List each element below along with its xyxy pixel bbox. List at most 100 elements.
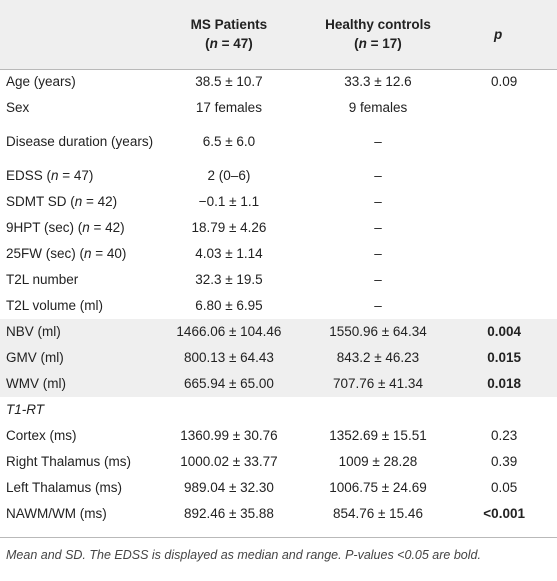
row-hc-value: – [374, 272, 382, 287]
row-p-value: 0.018 [451, 371, 557, 397]
table-row: GMV (ml) 800.13 ± 64.43 843.2 ± 46.23 0.… [0, 345, 557, 371]
row-ms-value: 1360.99 ± 30.76 [180, 428, 278, 443]
row-hc-value: 707.76 ± 41.34 [304, 371, 452, 397]
table-row: T2L volume (ml) 6.80 ± 6.95 – [0, 293, 557, 319]
results-table: MS Patients (n = 47) Healthy controls (n… [0, 0, 557, 527]
row-hc-value: – [374, 134, 382, 149]
row-hc-value: 1006.75 ± 24.69 [329, 480, 427, 495]
row-label: NBV (ml) [0, 319, 154, 345]
header-hc-title: Healthy controls [325, 17, 431, 33]
row-p-value [451, 215, 557, 241]
header-hc-n: n [358, 36, 367, 52]
table-row: EDSS (n = 47) 2 (0–6) – [0, 163, 557, 189]
row-hc-value: – [374, 298, 382, 313]
row-p-value: 0.015 [451, 345, 557, 371]
row-label: Left Thalamus (ms) [6, 480, 123, 495]
table-row: 9HPT (sec) (n = 42) 18.79 ± 4.26 – [0, 215, 557, 241]
row-ms-value: 989.04 ± 32.30 [183, 480, 274, 495]
header-ms-patients: MS Patients (n = 47) [153, 0, 304, 69]
row-ms-value: 38.5 ± 10.7 [195, 74, 263, 90]
row-hc-value: – [374, 194, 382, 209]
header-row: MS Patients (n = 47) Healthy controls (n… [0, 0, 557, 69]
row-label: EDSS (n = 47) [0, 163, 153, 189]
row-hc-value: – [374, 168, 382, 183]
row-p-value: 0.05 [491, 480, 518, 495]
row-label: T2L volume (ml) [6, 298, 104, 313]
table-footnote-area: Mean and SD. The EDSS is displayed as me… [0, 537, 557, 581]
row-ms-value: 1466.06 ± 104.46 [153, 319, 305, 345]
row-hc-value: 1550.96 ± 64.34 [304, 319, 452, 345]
row-label: 25FW (sec) (n = 40) [0, 241, 153, 267]
row-hc-value: 1009 ± 28.28 [338, 454, 418, 469]
row-label: SDMT SD (n = 42) [0, 189, 153, 215]
row-ms-value: 6.5 ± 6.0 [202, 134, 256, 149]
header-healthy-controls: Healthy controls (n = 17) [305, 0, 452, 69]
table-row: WMV (ml) 665.94 ± 65.00 707.76 ± 41.34 0… [0, 371, 557, 397]
header-ms-n: n [209, 36, 218, 52]
header-hc-paren: ( [354, 36, 359, 52]
row-label: Cortex (ms) [6, 428, 77, 443]
table-row: T2L number 32.3 ± 19.5 – [0, 267, 557, 293]
row-label-text: 9HPT (sec) ( [6, 220, 83, 235]
row-hc-value: 854.76 ± 15.46 [332, 506, 423, 521]
row-hc-value: 1352.69 ± 15.51 [329, 428, 427, 443]
row-p-value [451, 121, 557, 163]
row-p-value [451, 189, 557, 215]
row-label: 9HPT (sec) (n = 42) [0, 215, 153, 241]
row-ms-value: 892.46 ± 35.88 [183, 506, 274, 521]
row-p-value [451, 293, 557, 319]
row-ms-value: 4.03 ± 1.14 [195, 246, 263, 261]
table-row: NAWM/WM (ms) 892.46 ± 35.88 854.76 ± 15.… [0, 501, 557, 527]
row-label: WMV (ml) [0, 371, 154, 397]
row-label-count: = 40) [91, 246, 127, 261]
row-ms-value [153, 397, 304, 423]
table-footnote: Mean and SD. The EDSS is displayed as me… [6, 548, 481, 562]
header-ms-title: MS Patients [190, 17, 268, 33]
row-ms-value: 18.79 ± 4.26 [191, 220, 267, 235]
row-p-value: 0.09 [491, 74, 518, 90]
row-label-n: n [82, 220, 90, 235]
row-label: Right Thalamus (ms) [6, 454, 132, 469]
row-p-value [451, 397, 557, 423]
row-label-n: n [74, 194, 83, 209]
table-row: Cortex (ms) 1360.99 ± 30.76 1352.69 ± 15… [0, 423, 557, 449]
row-p-value: 0.23 [491, 428, 518, 443]
row-hc-value: 9 females [348, 100, 408, 115]
row-p-value [451, 241, 557, 267]
row-label: NAWM/WM (ms) [6, 506, 107, 521]
row-p-value [451, 163, 557, 189]
table-row: Right Thalamus (ms) 1000.02 ± 33.77 1009… [0, 449, 557, 475]
row-ms-value: 2 (0–6) [207, 168, 251, 183]
row-p-value [451, 95, 557, 121]
row-ms-value: 665.94 ± 65.00 [153, 371, 305, 397]
table-row: Disease duration (years) 6.5 ± 6.0 – [0, 121, 557, 163]
table-row: Sex 17 females 9 females [0, 95, 557, 121]
row-hc-value: 33.3 ± 12.6 [344, 74, 412, 90]
row-label: Sex [6, 100, 30, 115]
row-ms-value: 32.3 ± 19.5 [195, 272, 263, 287]
table-row: SDMT SD (n = 42) −0.1 ± 1.1 – [0, 189, 557, 215]
row-label: Disease duration (years) [6, 134, 154, 149]
row-ms-value: 6.80 ± 6.95 [195, 298, 263, 313]
row-ms-value: 1000.02 ± 33.77 [180, 454, 278, 469]
table-row: Age (years) 38.5 ± 10.7 33.3 ± 12.6 0.09 [0, 69, 557, 95]
table-row: Left Thalamus (ms) 989.04 ± 32.30 1006.7… [0, 475, 557, 501]
row-label-count: = 42) [89, 220, 125, 235]
row-p-value: <0.001 [483, 506, 525, 521]
table-row: NBV (ml) 1466.06 ± 104.46 1550.96 ± 64.3… [0, 319, 557, 345]
row-label-n: n [84, 246, 92, 261]
row-hc-value: 843.2 ± 46.23 [304, 345, 452, 371]
row-label: GMV (ml) [0, 345, 154, 371]
row-ms-value: 17 females [195, 100, 262, 115]
row-label-text: 25FW (sec) ( [6, 246, 85, 261]
row-label: T2L number [6, 272, 79, 287]
row-ms-value: −0.1 ± 1.1 [198, 194, 260, 209]
section-label: T1-RT [6, 402, 45, 417]
row-label-n: n [51, 168, 59, 183]
row-label-text: SDMT SD ( [6, 194, 75, 209]
header-empty-cell [0, 0, 153, 69]
row-p-value [451, 267, 557, 293]
row-label-count: = 47) [58, 168, 94, 183]
row-p-value: 0.39 [491, 454, 518, 469]
